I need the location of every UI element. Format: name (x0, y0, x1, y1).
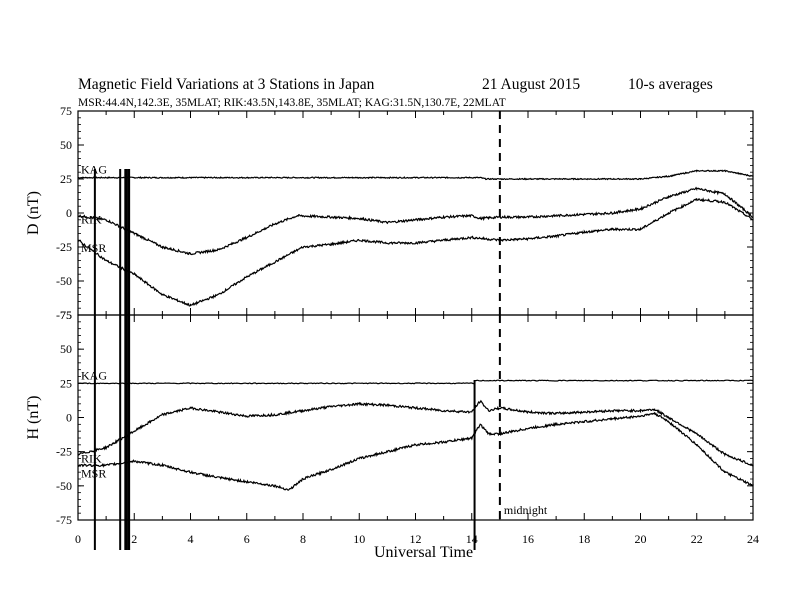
x-tick-label: 4 (188, 532, 194, 546)
y-axis-label-H: H (nT) (25, 396, 42, 440)
x-tick-label: 2 (131, 532, 137, 546)
series-line-D-RIK (77, 186, 754, 256)
series-line-H-RIK (77, 399, 754, 467)
series-line-H-MSR (77, 412, 754, 491)
x-tick-label: 8 (300, 532, 306, 546)
chart-stations: MSR:44.4N,142.3E, 35MLAT; RIK:43.5N,143.… (78, 97, 506, 109)
y-tick-label: -75 (56, 513, 72, 527)
series-label-MSR: MSR (81, 466, 106, 480)
y-tick-label: -75 (56, 308, 72, 322)
series-label-RIK: RIK (81, 213, 102, 227)
series-line-D-KAG (77, 169, 754, 181)
x-tick-label: 0 (75, 532, 81, 546)
y-tick-label: 50 (60, 138, 72, 152)
midnight-annotation: midnight (504, 503, 548, 517)
series-label-RIK: RIK (81, 451, 102, 465)
x-tick-label: 24 (747, 532, 759, 546)
x-tick-label: 10 (353, 532, 365, 546)
y-tick-label: 75 (60, 104, 72, 118)
y-tick-label: -25 (56, 240, 72, 254)
series-line-H-KAG (77, 379, 754, 385)
y-tick-label: 50 (60, 342, 72, 356)
y-tick-label: -50 (56, 479, 72, 493)
y-axis-label-D: D (nT) (25, 191, 42, 235)
y-tick-label: 0 (66, 411, 72, 425)
panel-frame-H (77, 314, 754, 521)
x-tick-label: 16 (522, 532, 534, 546)
chart-date: 21 August 2015 (482, 76, 580, 93)
x-tick-label: 12 (410, 532, 422, 546)
x-tick-label: 18 (578, 532, 590, 546)
x-tick-label: 22 (691, 532, 703, 546)
y-tick-label: -50 (56, 274, 72, 288)
chart-title: Magnetic Field Variations at 3 Stations … (78, 76, 375, 93)
x-tick-label: 14 (466, 532, 478, 546)
series-label-MSR: MSR (81, 241, 106, 255)
y-tick-label: 25 (60, 172, 72, 186)
x-tick-label: 6 (244, 532, 250, 546)
y-tick-label: 0 (66, 206, 72, 220)
chart-averaging: 10-s averages (628, 76, 713, 93)
panel-frame-D (77, 110, 754, 316)
x-axis-label: Universal Time (374, 544, 473, 561)
series-line-D-MSR (77, 197, 754, 307)
y-tick-label: 25 (60, 376, 72, 390)
chart-header: Magnetic Field Variations at 3 Stations … (78, 76, 713, 109)
x-tick-label: 20 (635, 532, 647, 546)
y-tick-label: 75 (60, 308, 72, 322)
y-tick-label: -25 (56, 445, 72, 459)
